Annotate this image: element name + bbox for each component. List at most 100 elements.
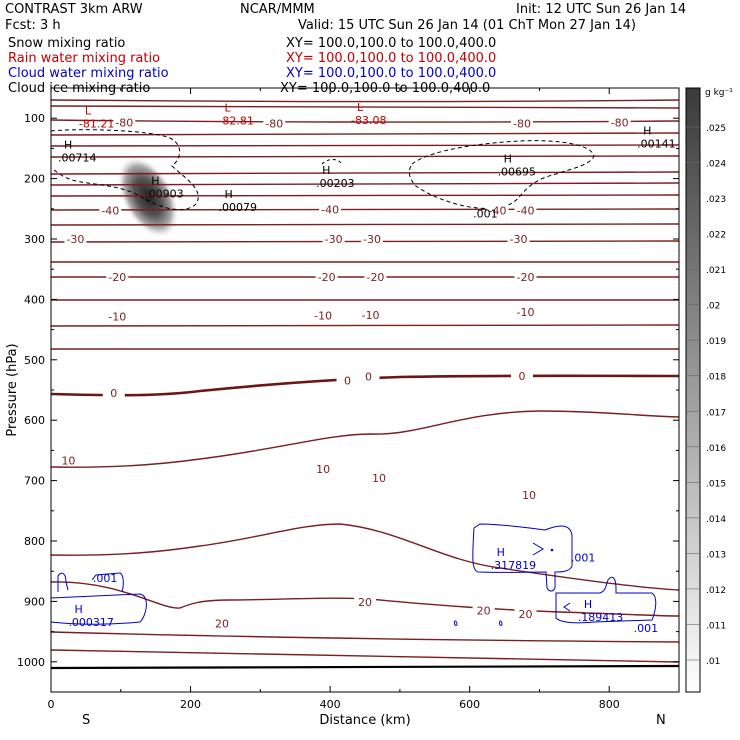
contour-label-background bbox=[106, 271, 129, 283]
contour-label-background bbox=[354, 596, 376, 608]
colorbar-tick-label: .016 bbox=[706, 444, 726, 454]
colorbar-tick-label: .018 bbox=[706, 373, 726, 383]
field-name-cloud-water: Cloud water mixing ratio bbox=[8, 66, 169, 81]
contour-label-background bbox=[367, 472, 390, 484]
north-label: N bbox=[656, 713, 666, 728]
contour-label-background bbox=[472, 604, 495, 616]
extremum-value: .000317 bbox=[68, 616, 114, 629]
y-tick-label: 500 bbox=[24, 354, 45, 367]
contour-label: -40 bbox=[489, 205, 507, 218]
y-tick-label: 400 bbox=[24, 293, 45, 306]
extremum-marker: H bbox=[151, 175, 159, 188]
contour-label: 0 bbox=[519, 370, 526, 383]
temperature-contour-line bbox=[51, 631, 679, 643]
model-title: CONTRAST 3km ARW bbox=[5, 2, 143, 17]
colorbar-tick-label: .017 bbox=[706, 408, 726, 418]
contour-label-background bbox=[359, 309, 382, 321]
contour-label: 0 bbox=[110, 387, 117, 400]
snow-maximum-shade bbox=[116, 155, 180, 239]
contour-label: 10 bbox=[61, 455, 75, 468]
y-tick-label: 700 bbox=[24, 475, 45, 488]
colorbar: .01 .011 .012 .013 .014 .015 .016 .017 .018 .019.… bbox=[685, 87, 733, 693]
colorbar-tick-label: .012 bbox=[706, 586, 726, 596]
contour-label-background bbox=[514, 608, 537, 620]
temperature-contour-line bbox=[51, 182, 679, 186]
contour-label-background bbox=[357, 370, 380, 382]
temperature-contour-line bbox=[51, 144, 679, 147]
contour-label: -80 bbox=[265, 118, 283, 131]
extremum-marker: H bbox=[322, 164, 330, 177]
extremum-value: .00203 bbox=[316, 177, 355, 190]
field-name-snow: Snow mixing ratio bbox=[8, 36, 126, 51]
y-tick-label: 300 bbox=[24, 233, 45, 246]
valid-time: Valid: 15 UTC Sun 26 Jan 14 (01 ChT Mon … bbox=[298, 18, 636, 33]
cloud-water-lt-mark bbox=[563, 602, 571, 612]
cloud-water-contour-center bbox=[472, 523, 573, 592]
contour-label-background bbox=[99, 204, 122, 216]
colorbar-tick-label: .01 bbox=[706, 657, 720, 667]
cloud-water-arrow-mark bbox=[532, 542, 544, 556]
extremum-marker: L bbox=[224, 102, 231, 115]
contour-label-background bbox=[319, 203, 342, 215]
cloud-water-contour-left bbox=[51, 593, 147, 625]
cloud-ice-contours bbox=[51, 129, 595, 210]
south-label: S bbox=[82, 713, 90, 728]
contour-label: -10 bbox=[314, 310, 332, 323]
x-tick-label: 200 bbox=[180, 698, 201, 711]
temperature-contour-line bbox=[51, 223, 679, 226]
forecast-hour: Fcst: 3 h bbox=[5, 18, 61, 33]
cloud-ice-contour-small bbox=[321, 159, 343, 165]
contour-label: -40 bbox=[101, 205, 119, 218]
contour-label-background bbox=[322, 233, 345, 244]
temperature-contour-line bbox=[51, 208, 679, 211]
extremum-value: -82.81 bbox=[218, 115, 253, 128]
contour-label: -30 bbox=[66, 233, 84, 246]
temperature-contour-line bbox=[51, 99, 679, 103]
contour-label: -20 bbox=[517, 271, 535, 284]
contour-label-background bbox=[511, 117, 533, 129]
contour-label: 10 bbox=[372, 472, 386, 485]
contour-label-background bbox=[113, 116, 136, 128]
contour-label: -80 bbox=[115, 116, 133, 129]
cloud-water-contour-right bbox=[555, 576, 657, 624]
contour-label: -10 bbox=[517, 306, 535, 319]
y-tick-label: 100 bbox=[24, 112, 45, 125]
contour-label-background bbox=[514, 204, 537, 216]
colorbar-tick-label: .014 bbox=[706, 515, 726, 525]
cloud-water-contour-left-tab bbox=[57, 572, 124, 593]
x-tick-label: 800 bbox=[599, 698, 620, 711]
colorbar-tick-label: .011 bbox=[706, 621, 726, 631]
contour-label-background bbox=[57, 454, 80, 466]
y-axis-label: Pressure (hPa) bbox=[5, 343, 20, 436]
colorbar-tick-label: .013 bbox=[706, 550, 726, 560]
contour-label: -20 bbox=[108, 271, 126, 284]
contour-label: 0 bbox=[344, 374, 351, 387]
contour-label-background bbox=[315, 271, 338, 283]
temperature-contour-line bbox=[51, 105, 679, 110]
contour-label-background bbox=[517, 489, 540, 501]
contour-label-background bbox=[514, 306, 537, 318]
contour-label-background bbox=[507, 233, 530, 244]
colorbar-unit: g kg⁻¹ bbox=[705, 88, 733, 98]
y-tick-label: 600 bbox=[24, 414, 45, 427]
contour-label-background bbox=[64, 233, 87, 244]
extremum-marker: H bbox=[504, 152, 512, 165]
colorbar-tick-label: .023 bbox=[706, 195, 726, 205]
x-tick-label: 0 bbox=[48, 698, 55, 711]
snow-shading bbox=[116, 155, 180, 239]
ground-line bbox=[50, 664, 680, 670]
cloud-water-small-drop-2 bbox=[498, 620, 503, 626]
y-tick-label: 200 bbox=[24, 173, 45, 186]
cloud-water-dot bbox=[550, 548, 554, 552]
extremum-value: -83.08 bbox=[351, 114, 386, 127]
contour-labels: -80 -80 -80 -80 -40 -40 -40 -40 -30 -30 -30 -30 -20 -… bbox=[57, 116, 631, 631]
contour-label: 20 bbox=[215, 618, 229, 631]
temperature-contour-line bbox=[51, 240, 679, 243]
field-xy-snow: XY= 100.0,100.0 to 100.0,400.0 bbox=[286, 36, 497, 51]
extremum-value: .00714 bbox=[58, 151, 97, 164]
contour-label-background bbox=[486, 204, 509, 216]
extremum-marker: H bbox=[643, 125, 651, 138]
init-time: Init: 12 UTC Sun 26 Jan 14 bbox=[516, 2, 687, 17]
